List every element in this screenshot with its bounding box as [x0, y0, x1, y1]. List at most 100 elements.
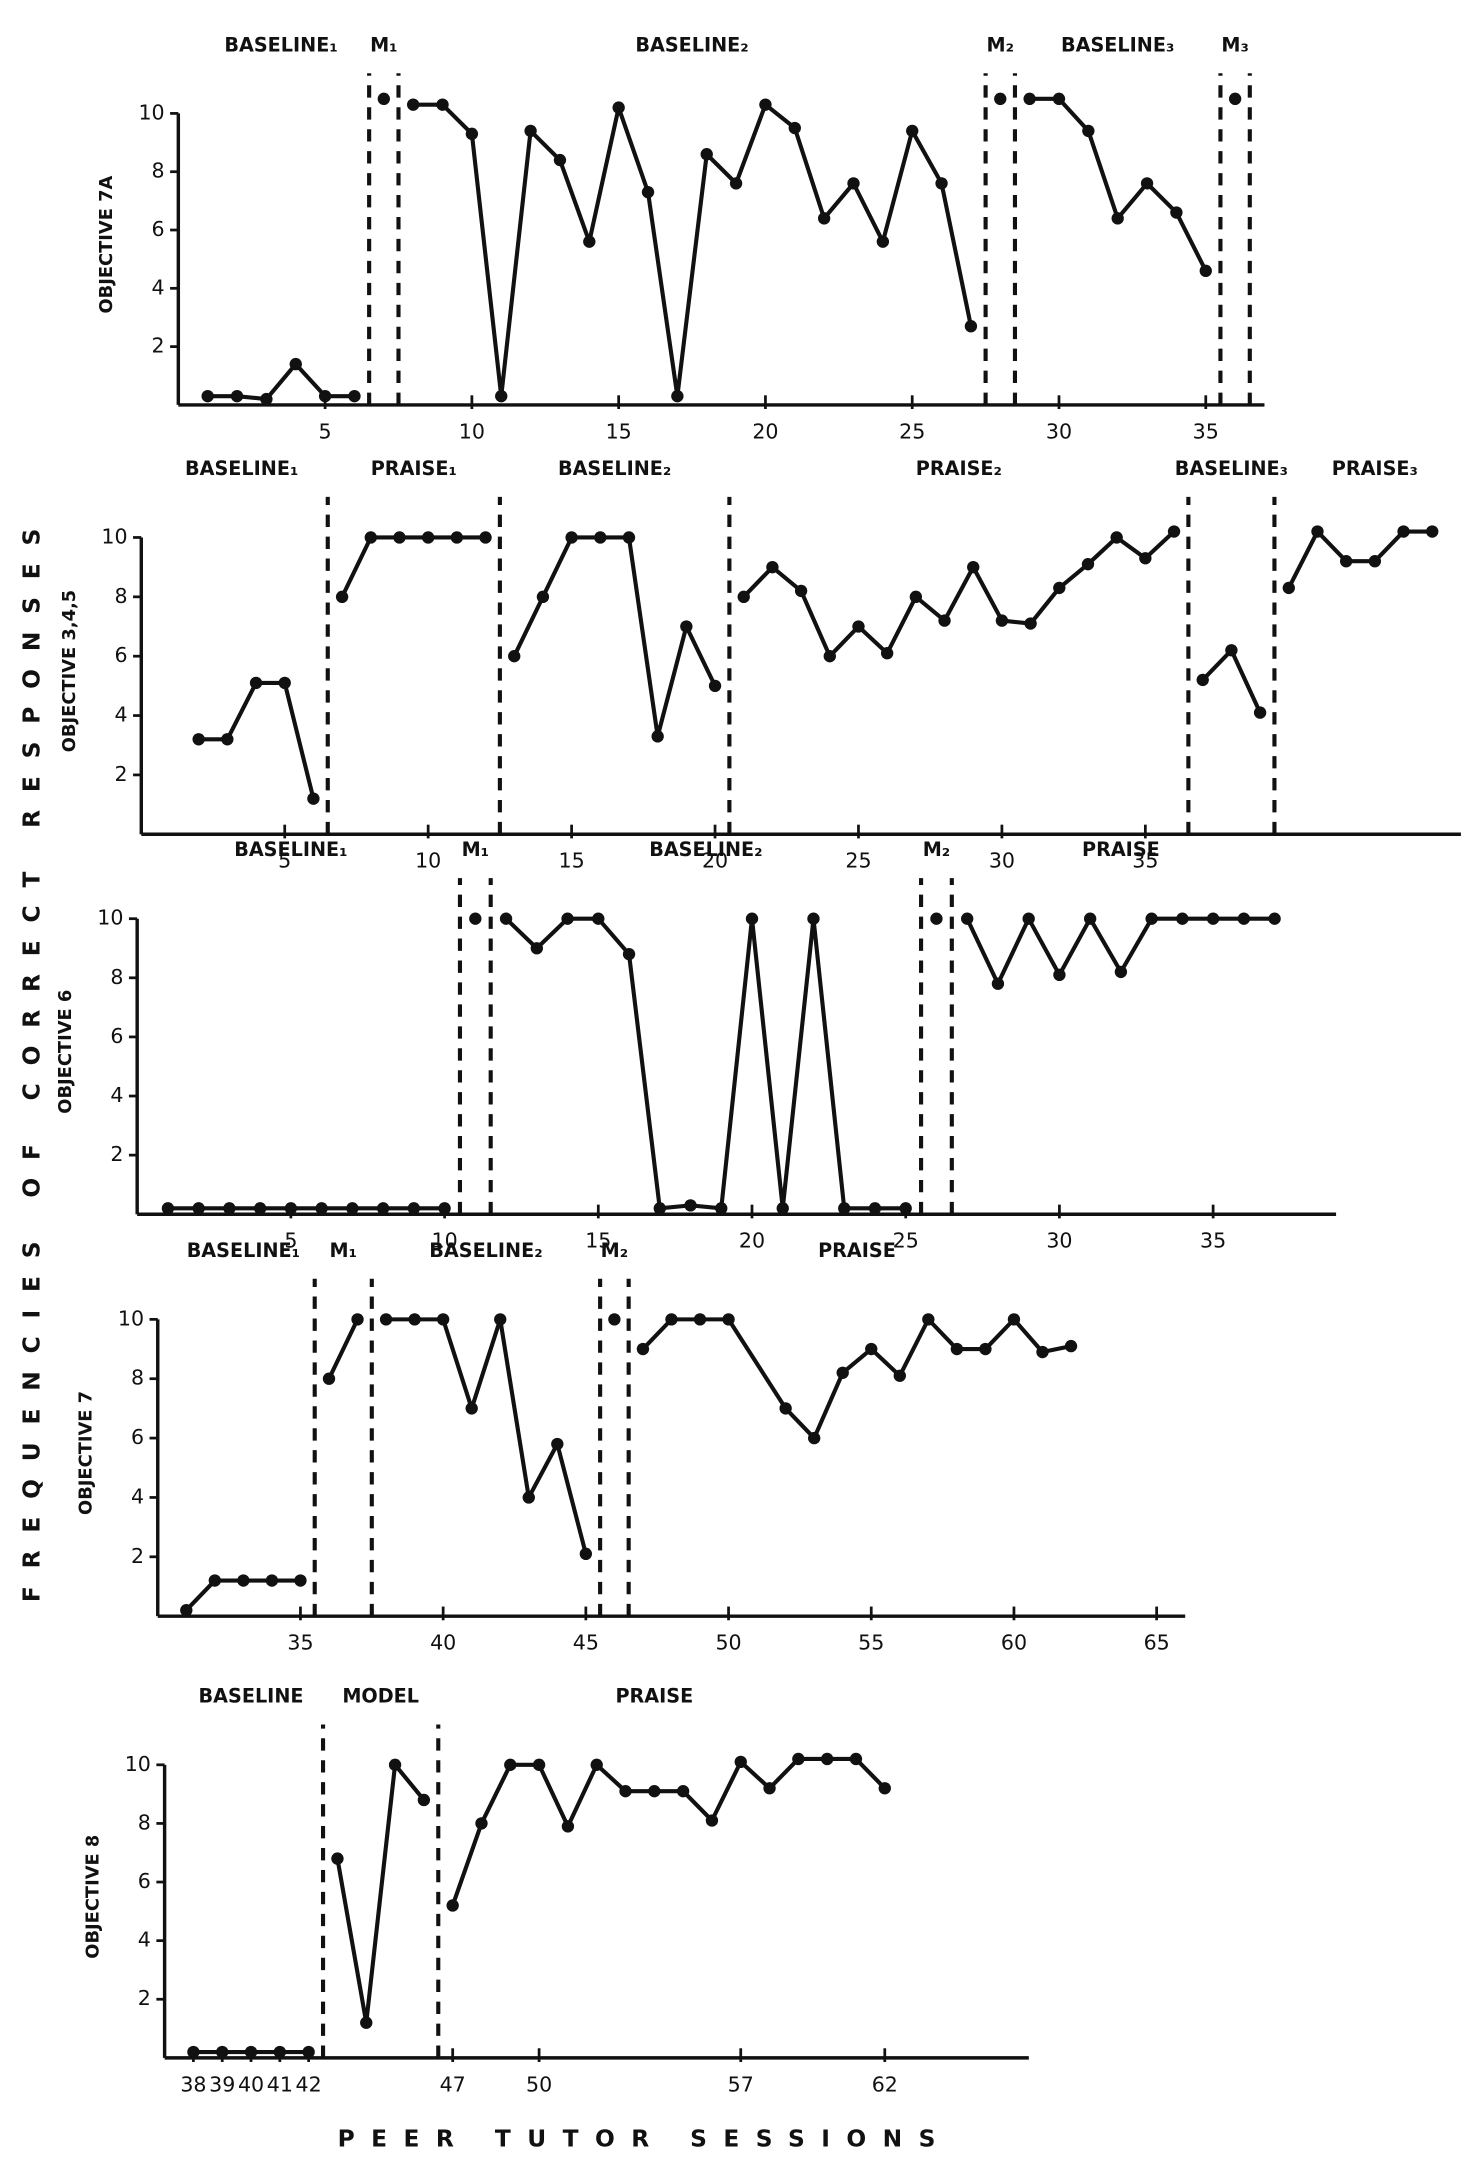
x-tick-label: 15 [585, 1229, 611, 1253]
data-point [1023, 92, 1036, 106]
data-point [408, 1313, 421, 1326]
x-tick-label: 38 [180, 2072, 206, 2096]
data-line [1201, 648, 1262, 714]
x-tick-label: 35 [1200, 1229, 1226, 1253]
data-point [1022, 912, 1035, 925]
data-line [641, 1317, 1072, 1441]
data-point [479, 531, 492, 544]
data-point [922, 1313, 935, 1326]
phase-label: BASELINE₂ [558, 457, 671, 480]
data-point [880, 647, 894, 660]
data-point [230, 389, 244, 403]
y-tick-label: 10 [138, 100, 164, 124]
data-point [221, 733, 234, 746]
data-point [565, 531, 578, 544]
data-point [1176, 912, 1189, 925]
data-point [561, 1820, 575, 1833]
data-point [1140, 177, 1154, 190]
x-tick-label: 10 [432, 1229, 458, 1253]
data-point [729, 177, 743, 190]
x-tick-label: 42 [296, 2072, 322, 2096]
data-point [964, 320, 978, 333]
data-point [278, 676, 291, 690]
data-point [469, 912, 482, 925]
x-tick-label: 20 [752, 419, 778, 443]
data-point [1053, 581, 1066, 595]
phase-label: BASELINE₂ [429, 1239, 542, 1262]
data-point [651, 730, 664, 743]
data-point [377, 92, 390, 106]
data-point [553, 153, 567, 167]
data-point [906, 124, 919, 138]
phase-label: BASELINE₁ [185, 457, 298, 480]
phase-label: PRAISE [1082, 838, 1160, 861]
data-line [386, 1317, 588, 1555]
phase-label: BASELINE₁ [224, 33, 337, 56]
data-point [852, 620, 865, 633]
data-point [1036, 1345, 1049, 1359]
y-tick-label: 2 [114, 762, 127, 786]
phase-label: M₁ [370, 33, 397, 56]
data-point [1052, 92, 1066, 106]
data-point [776, 1202, 789, 1215]
y-tick-label: 8 [152, 159, 165, 183]
data-point [504, 1758, 517, 1771]
data-point [223, 1202, 236, 1215]
data-point [722, 1313, 735, 1326]
data-point [417, 1793, 431, 1807]
data-point [1110, 531, 1123, 544]
data-point [820, 1752, 834, 1766]
data-point [249, 676, 263, 690]
data-point [315, 1202, 328, 1215]
x-tick-label: 41 [267, 2072, 293, 2096]
x-tick-label: 35 [1193, 419, 1219, 443]
data-point [436, 1313, 450, 1326]
y-tick-label: 8 [114, 584, 127, 608]
data-point [322, 1372, 336, 1385]
data-point [759, 98, 772, 111]
data-point [961, 912, 974, 925]
data-point [551, 1437, 564, 1451]
data-point [590, 1758, 603, 1771]
data-point [465, 127, 479, 140]
data-point [909, 590, 923, 604]
x-tick-label: 35 [1132, 849, 1158, 873]
data-point [1111, 212, 1124, 225]
phase-label: PRAISE [818, 1239, 896, 1262]
data-point [583, 235, 596, 248]
y-tick-label: 4 [131, 1484, 144, 1508]
x-tick-label: 35 [287, 1631, 313, 1655]
y-tick-label: 6 [114, 643, 127, 667]
x-tick-label: 39 [209, 2072, 235, 2096]
y-axis-label: OBJECTIVE 6 [55, 990, 76, 1114]
data-point [807, 912, 820, 925]
data-line [413, 102, 973, 399]
x-tick-label: 60 [1001, 1631, 1027, 1655]
x-tick-label: 40 [238, 2072, 264, 2096]
data-point [407, 1202, 421, 1215]
y-tick-label: 2 [110, 1142, 123, 1166]
data-point [594, 531, 607, 544]
data-point [1206, 912, 1220, 925]
x-tick-label: 10 [459, 419, 485, 443]
data-point [348, 389, 361, 403]
data-point [684, 1199, 697, 1212]
data-point [421, 531, 435, 544]
data-point [1228, 92, 1242, 106]
data-point [994, 92, 1007, 106]
data-point [1082, 124, 1095, 138]
phase-label: M₂ [601, 1239, 629, 1262]
data-point [530, 942, 543, 955]
data-point [318, 389, 332, 403]
x-tick-label: 5 [278, 849, 291, 873]
y-tick-label: 10 [101, 524, 127, 548]
data-point [495, 389, 508, 403]
data-point [436, 98, 449, 111]
data-point [260, 392, 273, 406]
data-point [244, 2045, 258, 2059]
data-point [641, 185, 655, 199]
shared-y-label: FREQUENCIES OF CORRECT RESPONSES [18, 511, 45, 1602]
data-point [1081, 558, 1095, 571]
